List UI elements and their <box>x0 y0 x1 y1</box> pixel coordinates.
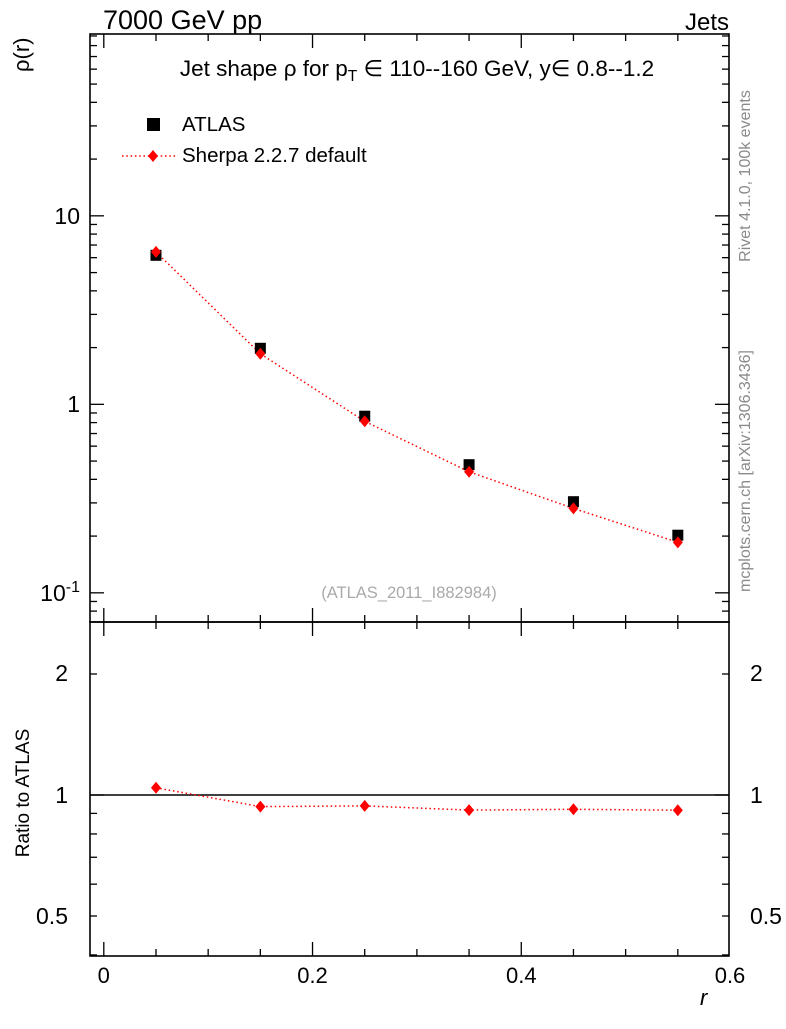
svg-text:Sherpa 2.2.7 default: Sherpa 2.2.7 default <box>182 144 367 167</box>
svg-text:0.5: 0.5 <box>36 903 68 929</box>
svg-text:1: 1 <box>55 782 68 808</box>
svg-text:0.4: 0.4 <box>506 963 537 988</box>
svg-text:(ATLAS_2011_I882984): (ATLAS_2011_I882984) <box>321 584 497 602</box>
svg-text:Rivet 4.1.0, 100k events: Rivet 4.1.0, 100k events <box>737 90 754 262</box>
svg-text:0.5: 0.5 <box>750 903 782 929</box>
svg-text:2: 2 <box>750 660 763 686</box>
svg-text:7000 GeV pp: 7000 GeV pp <box>103 5 262 35</box>
svg-text:1: 1 <box>67 391 80 417</box>
svg-text:ATLAS: ATLAS <box>182 113 245 136</box>
svg-text:Ratio to ATLAS: Ratio to ATLAS <box>13 729 34 858</box>
svg-text:10: 10 <box>54 203 80 229</box>
svg-text:Jets: Jets <box>685 9 729 36</box>
svg-text:0: 0 <box>98 963 110 988</box>
svg-text:0.6: 0.6 <box>715 963 746 988</box>
svg-text:Jet shape ρ for pT ∈ 110--160: Jet shape ρ for pT ∈ 110--160 GeV, y∈ 0.… <box>180 56 654 85</box>
svg-text:0.2: 0.2 <box>297 963 328 988</box>
svg-text:1: 1 <box>750 782 763 808</box>
svg-text:mcplots.cern.ch [arXiv:1306.34: mcplots.cern.ch [arXiv:1306.3436] <box>737 350 754 592</box>
svg-text:2: 2 <box>55 660 68 686</box>
svg-text:ρ(r): ρ(r) <box>9 38 34 73</box>
